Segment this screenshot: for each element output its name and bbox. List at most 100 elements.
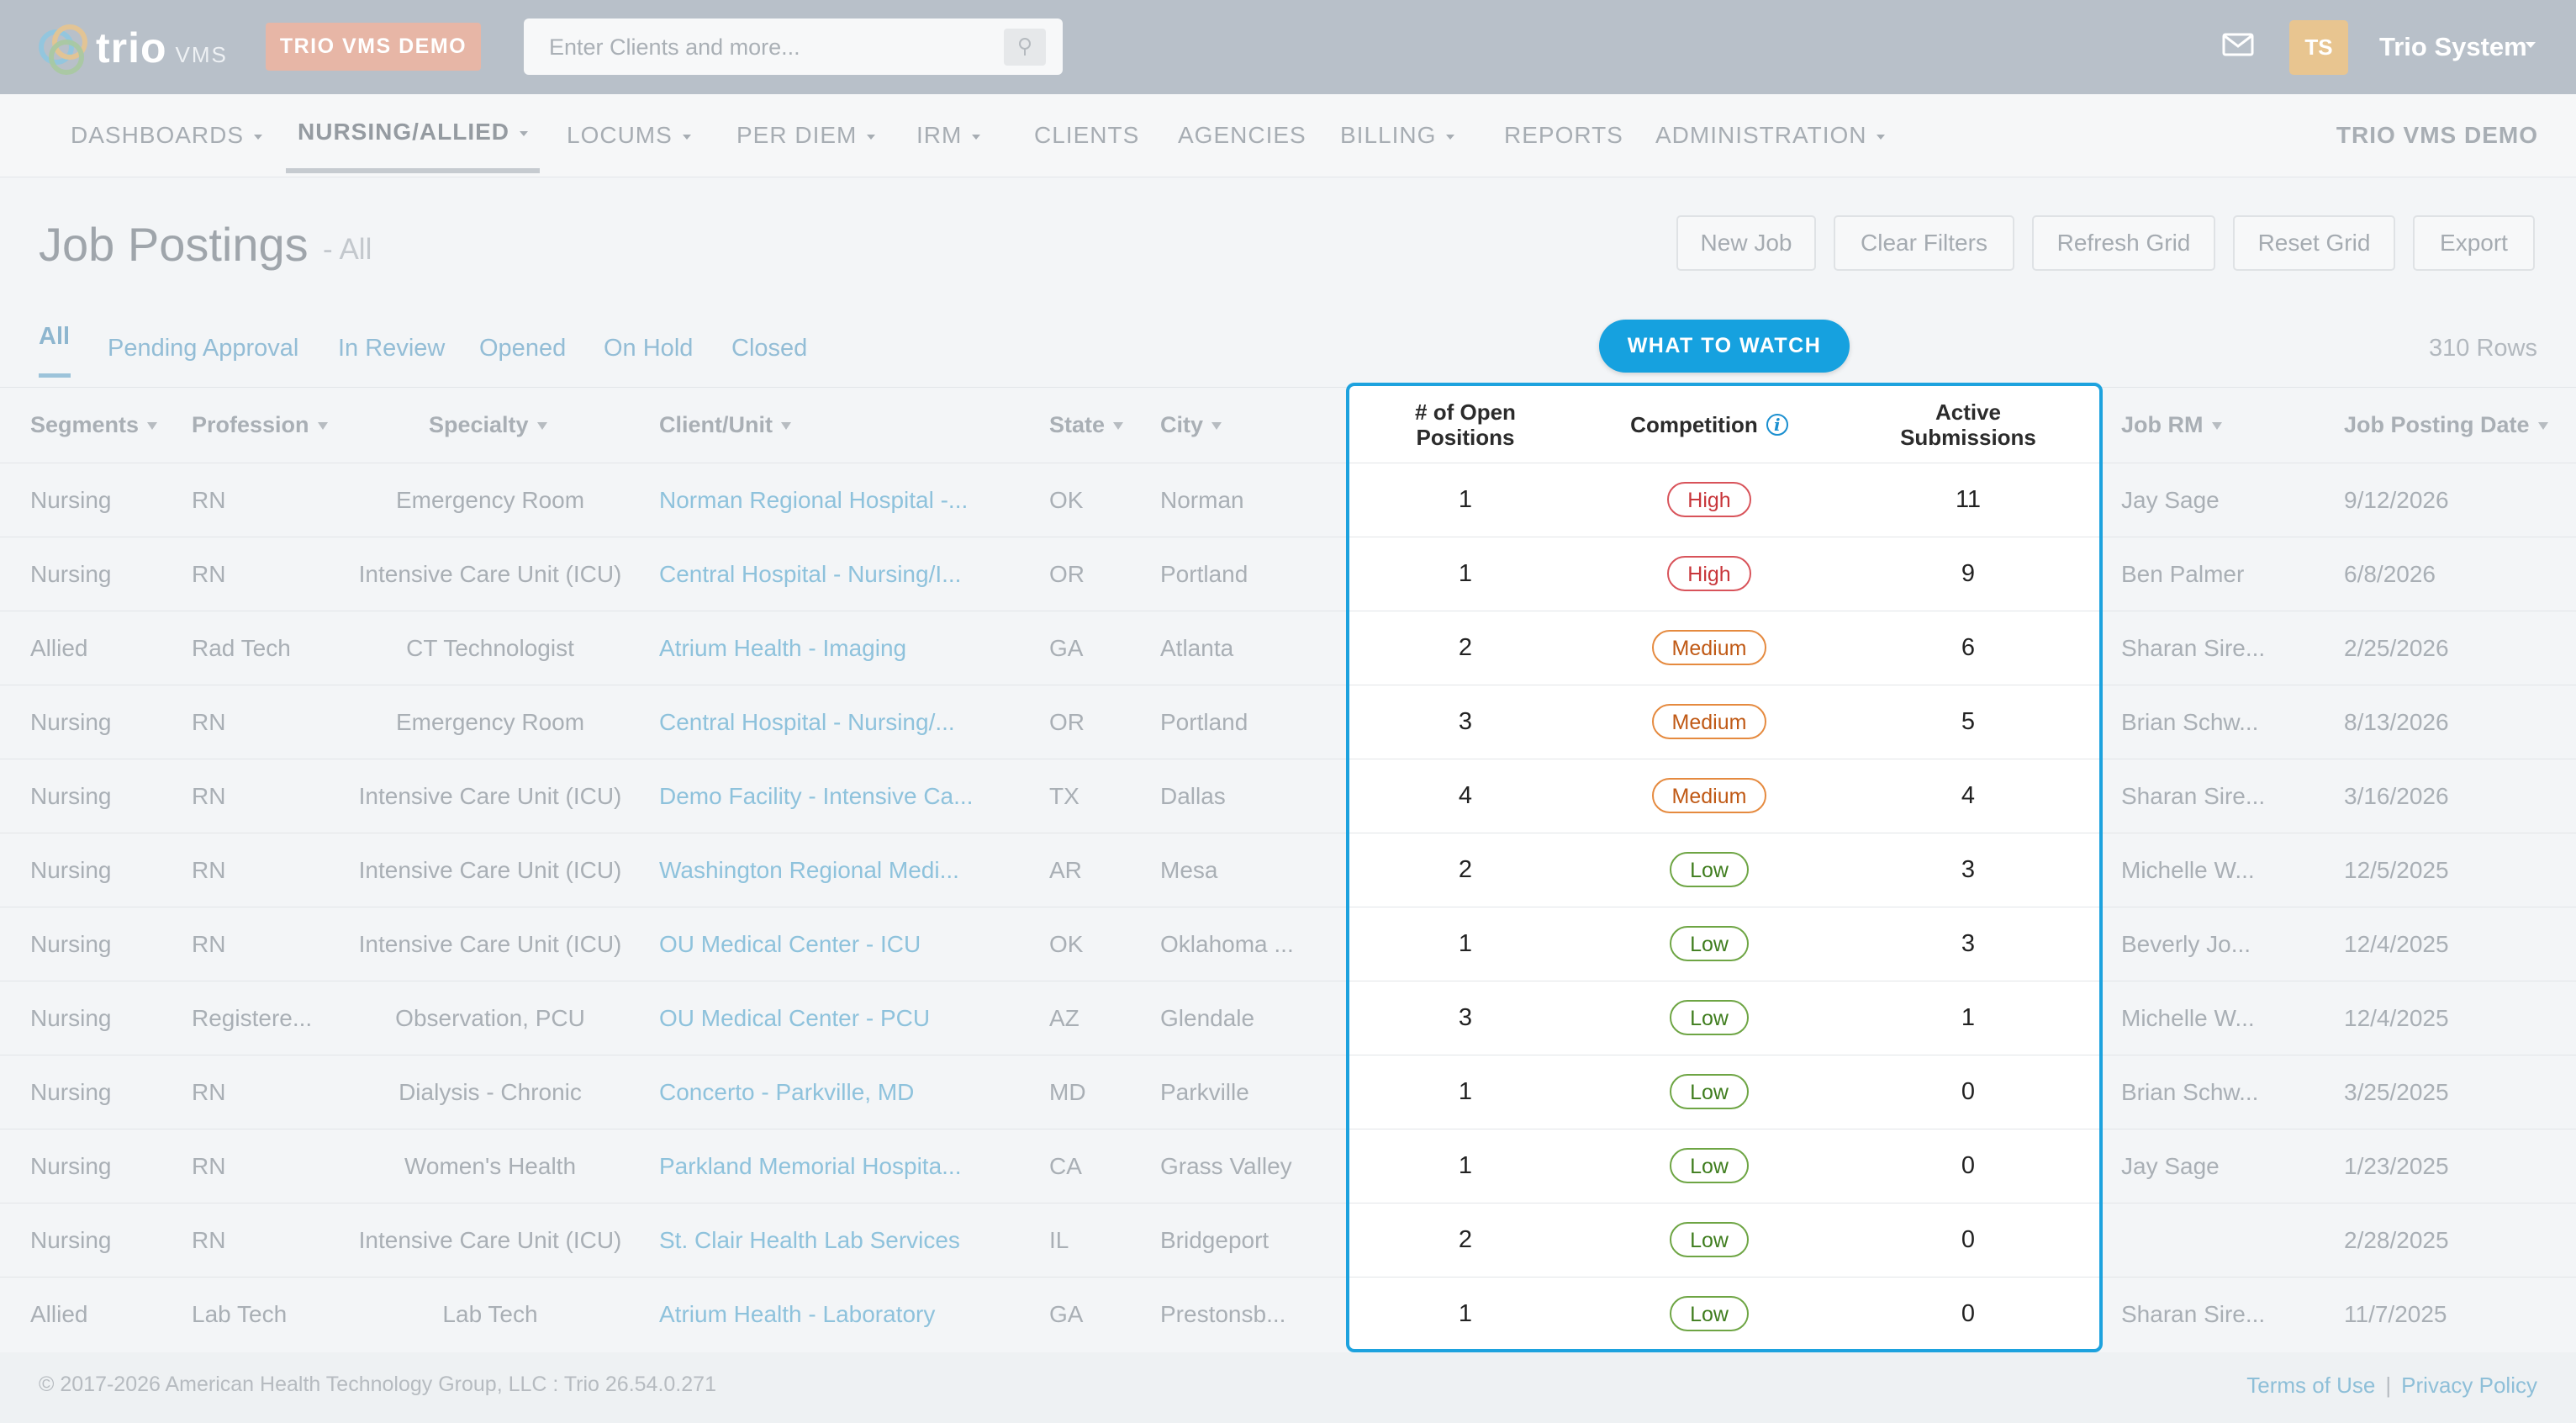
filter-caret-icon[interactable] — [2211, 422, 2222, 431]
cell-active-submissions: 1 — [1961, 1003, 1976, 1031]
filter-caret-icon[interactable] — [2537, 422, 2548, 431]
column-header-city[interactable]: City — [1160, 388, 1222, 462]
filter-caret-icon[interactable] — [536, 422, 547, 431]
nav-reports[interactable]: REPORTS — [1504, 122, 1623, 149]
nav-dashboards[interactable]: DASHBOARDS — [71, 122, 263, 149]
filter-caret-icon[interactable] — [781, 422, 791, 431]
clear-filters-button[interactable]: Clear Filters — [1834, 215, 2014, 271]
table-row[interactable]: 2 Low 0 — [1349, 1203, 2099, 1278]
table-row[interactable]: Nursing Registere... Observation, PCU OU Me… — [0, 981, 2576, 1055]
cell-client-unit[interactable]: Washington Regional Medi... — [659, 857, 959, 883]
cell-segment: Nursing — [30, 1227, 112, 1253]
table-row[interactable]: 3 Low 1 — [1349, 981, 2099, 1055]
column-header-client-unit[interactable]: Client/Unit — [659, 388, 791, 462]
logo-sub: VMS — [175, 41, 228, 67]
avatar[interactable]: TS — [2289, 20, 2348, 75]
column-header-job-posting-date[interactable]: Job Posting Date — [2344, 388, 2548, 462]
info-icon[interactable]: i — [1766, 413, 1788, 436]
nav-per-diem[interactable]: PER DIEM — [736, 122, 876, 149]
nav-irm[interactable]: IRM — [916, 122, 981, 149]
new-job-button[interactable]: New Job — [1676, 215, 1816, 271]
nav-label: REPORTS — [1504, 122, 1623, 148]
table-row[interactable]: Allied Lab Tech Lab Tech Atrium Health - La… — [0, 1277, 2576, 1352]
cell-client-unit[interactable]: Central Hospital - Nursing/I... — [659, 561, 962, 587]
cell-profession: Registere... — [192, 1005, 313, 1031]
column-header-segments[interactable]: Segments — [30, 388, 158, 462]
tab-closed[interactable]: Closed — [731, 335, 808, 362]
column-header-job-rm[interactable]: Job RM — [2121, 388, 2222, 462]
cell-client-unit[interactable]: Concerto - Parkville, MD — [659, 1079, 915, 1105]
column-header-active-submissions[interactable]: Active Submissions — [1837, 386, 2099, 463]
cell-job-posting-date: 2/25/2026 — [2344, 635, 2449, 661]
table-row[interactable]: Nursing RN Intensive Care Unit (ICU) OU Med… — [0, 907, 2576, 981]
table-row[interactable]: 1 Low 0 — [1349, 1055, 2099, 1129]
privacy-policy-link[interactable]: Privacy Policy — [2401, 1373, 2537, 1398]
cell-specialty: Intensive Care Unit (ICU) — [358, 857, 622, 883]
table-row[interactable]: 1 Low 0 — [1349, 1129, 2099, 1203]
reset-grid-button[interactable]: Reset Grid — [2233, 215, 2395, 271]
filter-caret-icon[interactable] — [147, 422, 158, 431]
nav-nursing-allied[interactable]: NURSING/ALLIED — [298, 119, 528, 145]
table-row[interactable]: 2 Low 3 — [1349, 833, 2099, 907]
nav-clients[interactable]: CLIENTS — [1034, 122, 1139, 149]
cell-active-submissions: 0 — [1961, 1299, 1976, 1327]
nav-administration[interactable]: ADMINISTRATION — [1655, 122, 1886, 149]
nav-locums[interactable]: LOCUMS — [567, 122, 691, 149]
table-row[interactable]: Nursing RN Intensive Care Unit (ICU) Centra… — [0, 537, 2576, 611]
table-row[interactable]: Nursing RN Emergency Room Norman Regional H… — [0, 463, 2576, 537]
nav-billing[interactable]: BILLING — [1340, 122, 1455, 149]
cell-client-unit[interactable]: Atrium Health - Imaging — [659, 635, 907, 661]
export-button[interactable]: Export — [2413, 215, 2535, 271]
cell-segment: Nursing — [30, 1005, 112, 1031]
table-row[interactable]: Nursing RN Intensive Care Unit (ICU) St. Cl… — [0, 1203, 2576, 1278]
cell-client-unit[interactable]: OU Medical Center - PCU — [659, 1005, 931, 1031]
search-button[interactable] — [1004, 29, 1046, 66]
filter-caret-icon[interactable] — [1113, 422, 1124, 431]
tab-pending-approval[interactable]: Pending Approval — [108, 335, 299, 362]
cell-client-unit[interactable]: St. Clair Health Lab Services — [659, 1227, 960, 1253]
table-row[interactable]: Nursing RN Intensive Care Unit (ICU) Washin… — [0, 833, 2576, 907]
what-to-watch-button[interactable]: WHAT TO WATCH — [1599, 320, 1850, 373]
column-header-state[interactable]: State — [1049, 388, 1124, 462]
tab-in-review[interactable]: In Review — [338, 335, 446, 362]
what-to-watch-header: # of Open Positions Competition i Active… — [1349, 386, 2099, 463]
table-row[interactable]: 1 Low 0 — [1349, 1277, 2099, 1349]
table-row[interactable]: 2 Medium 6 — [1349, 611, 2099, 685]
refresh-grid-button[interactable]: Refresh Grid — [2032, 215, 2215, 271]
table-row[interactable]: 1 High 9 — [1349, 537, 2099, 611]
table-row[interactable]: 1 Low 3 — [1349, 907, 2099, 981]
tab-opened[interactable]: Opened — [479, 335, 567, 362]
cell-profession: RN — [192, 709, 226, 735]
table-row[interactable]: Nursing RN Women's Health Parkland Memorial… — [0, 1129, 2576, 1203]
cell-client-unit[interactable]: Demo Facility - Intensive Ca... — [659, 783, 974, 809]
table-row[interactable]: Nursing RN Dialysis - Chronic Concerto - Pa… — [0, 1055, 2576, 1129]
column-header-open-positions[interactable]: # of Open Positions — [1349, 386, 1581, 463]
filter-caret-icon[interactable] — [317, 422, 328, 431]
cell-client-unit[interactable]: Norman Regional Hospital -... — [659, 487, 969, 513]
terms-of-use-link[interactable]: Terms of Use — [2246, 1373, 2376, 1398]
filter-caret-icon[interactable] — [1211, 422, 1222, 431]
nav-agencies[interactable]: AGENCIES — [1178, 122, 1306, 149]
cell-client-unit[interactable]: Central Hospital - Nursing/... — [659, 709, 955, 735]
table-row[interactable]: 3 Medium 5 — [1349, 685, 2099, 759]
mail-icon[interactable] — [2222, 32, 2254, 57]
user-menu-caret-icon[interactable] — [2526, 42, 2536, 48]
cell-segment: Nursing — [30, 709, 112, 735]
cell-city: Oklahoma ... — [1160, 931, 1294, 957]
column-header-competition[interactable]: Competition i — [1581, 386, 1837, 463]
table-row[interactable]: Allied Rad Tech CT Technologist Atrium Heal… — [0, 611, 2576, 685]
logo[interactable]: trio VMS — [39, 24, 228, 75]
cell-client-unit[interactable]: Atrium Health - Laboratory — [659, 1301, 936, 1327]
table-row[interactable]: Nursing RN Emergency Room Central Hospital … — [0, 685, 2576, 759]
table-row[interactable]: Nursing RN Intensive Care Unit (ICU) Demo F… — [0, 759, 2576, 833]
table-row[interactable]: 4 Medium 4 — [1349, 759, 2099, 833]
column-header-specialty[interactable]: Specialty — [429, 388, 547, 462]
table-row[interactable]: 1 High 11 — [1349, 463, 2099, 537]
cell-client-unit[interactable]: Parkland Memorial Hospita... — [659, 1153, 962, 1179]
column-header-profession[interactable]: Profession — [192, 388, 328, 462]
tab-on-hold[interactable]: On Hold — [604, 335, 694, 362]
cell-client-unit[interactable]: OU Medical Center - ICU — [659, 931, 921, 957]
user-menu[interactable]: Trio System — [2379, 32, 2527, 61]
tab-all[interactable]: All — [39, 323, 71, 350]
search-input[interactable] — [547, 19, 1005, 77]
